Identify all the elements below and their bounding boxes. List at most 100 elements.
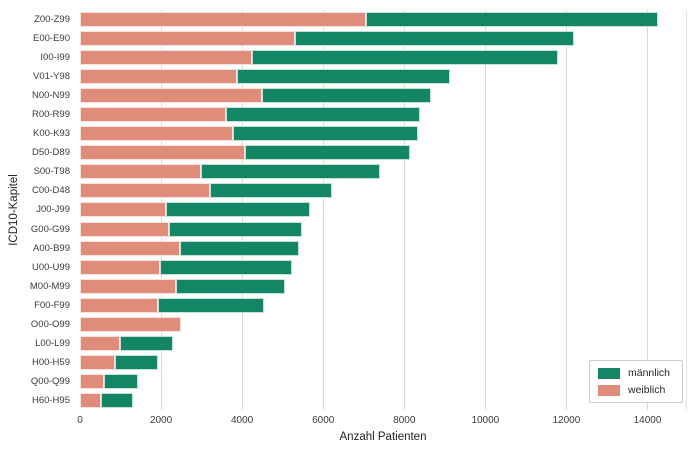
bar-segment-weiblich-L00-L99 bbox=[80, 335, 121, 351]
y-tick-label-J00-J99: J00-J99 bbox=[36, 204, 70, 216]
bar-segment-weiblich-U00-U99 bbox=[80, 259, 161, 275]
bar-segment-weiblich-D50-D89 bbox=[80, 145, 245, 161]
plot-area bbox=[80, 10, 687, 410]
y-tick-label-M00-M99: M00-M99 bbox=[29, 280, 70, 292]
bar-segment-männlich-I00-I99 bbox=[251, 50, 558, 66]
bar-row-E00-E90 bbox=[80, 29, 686, 48]
bar-segment-weiblich-G00-G99 bbox=[80, 221, 169, 237]
bar-row-G00-G99 bbox=[80, 220, 686, 239]
legend-swatch-weiblich-icon bbox=[598, 384, 620, 396]
bar-D50-D89 bbox=[80, 145, 410, 161]
bar-row-Q00-Q99 bbox=[80, 372, 686, 391]
bar-M00-M99 bbox=[80, 278, 286, 294]
bar-segment-weiblich-A00-B99 bbox=[80, 240, 180, 256]
legend-item-maennlich: männlich bbox=[598, 367, 674, 379]
bar-segment-männlich-C00-D48 bbox=[210, 183, 332, 199]
bar-row-K00-K93 bbox=[80, 124, 686, 143]
bar-segment-männlich-L00-L99 bbox=[120, 335, 174, 351]
gridline-12000 bbox=[566, 10, 568, 410]
bar-K00-K93 bbox=[80, 126, 418, 142]
x-axis-label: Anzahl Patienten bbox=[339, 431, 427, 443]
bar-row-S00-T98 bbox=[80, 162, 686, 181]
x-tick-label-2000: 2000 bbox=[149, 415, 173, 426]
y-tick-label-D50-D89: D50-D89 bbox=[31, 147, 70, 159]
x-tick-label-6000: 6000 bbox=[312, 415, 335, 426]
bar-segment-männlich-V01-Y98 bbox=[236, 69, 451, 85]
y-tick-label-O00-O99: O00-O99 bbox=[30, 318, 70, 330]
bar-segment-weiblich-K00-K93 bbox=[80, 126, 234, 142]
gridline-14000 bbox=[647, 10, 649, 410]
bar-E00-E90 bbox=[80, 31, 574, 47]
bar-segment-weiblich-H00-H59 bbox=[80, 354, 115, 370]
bar-segment-männlich-E00-E90 bbox=[295, 31, 574, 47]
bar-segment-weiblich-Z00-Z99 bbox=[80, 12, 367, 28]
bar-segment-weiblich-N00-N99 bbox=[80, 88, 262, 104]
bar-row-H00-H59 bbox=[80, 353, 686, 372]
x-tick-label-8000: 8000 bbox=[393, 415, 416, 426]
bar-row-M00-M99 bbox=[80, 277, 686, 296]
bar-segment-männlich-H60-H95 bbox=[101, 392, 133, 408]
y-tick-label-F00-F99: F00-F99 bbox=[34, 299, 70, 311]
bar-row-O00-O99 bbox=[80, 315, 686, 334]
y-tick-label-H60-H95: H60-H95 bbox=[31, 394, 70, 406]
bar-row-C00-D48 bbox=[80, 181, 686, 200]
bar-R00-R99 bbox=[80, 107, 420, 123]
legend-swatch-maennlich-icon bbox=[598, 367, 620, 379]
bar-row-H60-H95 bbox=[80, 391, 686, 410]
bar-segment-weiblich-O00-O99 bbox=[80, 316, 182, 332]
y-tick-labels: Z00-Z99 E00-E90 I00-I99 V01-Y98 N00-N99 R00-R… bbox=[0, 10, 76, 410]
legend-label-weiblich: weiblich bbox=[628, 384, 666, 396]
x-tick-label-12000: 12000 bbox=[552, 415, 581, 426]
y-tick-label-R00-R99: R00-R99 bbox=[31, 109, 70, 121]
bar-O00-O99 bbox=[80, 316, 182, 332]
bar-row-U00-U99 bbox=[80, 258, 686, 277]
x-tick-label-10000: 10000 bbox=[471, 415, 500, 426]
bar-segment-männlich-M00-M99 bbox=[176, 278, 286, 294]
bar-C00-D48 bbox=[80, 183, 332, 199]
x-tick-label-0: 0 bbox=[77, 415, 83, 426]
x-tick-label-14000: 14000 bbox=[633, 415, 662, 426]
bar-segment-weiblich-C00-D48 bbox=[80, 183, 211, 199]
bar-row-L00-L99 bbox=[80, 334, 686, 353]
bar-segment-weiblich-F00-F99 bbox=[80, 297, 158, 313]
bar-segment-männlich-N00-N99 bbox=[262, 88, 432, 104]
bar-segment-männlich-Q00-Q99 bbox=[104, 373, 139, 389]
bar-segment-männlich-S00-T98 bbox=[201, 164, 380, 180]
bar-row-D50-D89 bbox=[80, 143, 686, 162]
x-tick-label-4000: 4000 bbox=[231, 415, 254, 426]
bar-row-Z00-Z99 bbox=[80, 10, 686, 29]
legend: männlich weiblich bbox=[589, 360, 683, 403]
y-tick-label-I00-I99: I00-I99 bbox=[40, 52, 70, 64]
bar-A00-B99 bbox=[80, 240, 300, 256]
gridline-6000 bbox=[323, 10, 325, 410]
bar-segment-weiblich-E00-E90 bbox=[80, 31, 296, 47]
bar-segment-weiblich-M00-M99 bbox=[80, 278, 177, 294]
y-tick-label-Q00-Q99: Q00-Q99 bbox=[30, 375, 70, 387]
bar-row-R00-R99 bbox=[80, 105, 686, 124]
bar-segment-männlich-A00-B99 bbox=[179, 240, 300, 256]
legend-label-maennlich: männlich bbox=[628, 367, 671, 379]
bar-row-J00-J99 bbox=[80, 200, 686, 219]
bar-segment-männlich-J00-J99 bbox=[165, 202, 310, 218]
bar-segment-männlich-Z00-Z99 bbox=[366, 12, 659, 28]
bar-J00-J99 bbox=[80, 202, 310, 218]
bar-segment-männlich-R00-R99 bbox=[225, 107, 420, 123]
y-tick-label-H00-H59: H00-H59 bbox=[31, 356, 70, 368]
y-tick-label-S00-T98: S00-T98 bbox=[33, 166, 70, 178]
bar-row-F00-F99 bbox=[80, 296, 686, 315]
y-tick-label-U00-U99: U00-U99 bbox=[31, 261, 70, 273]
y-tick-label-C00-D48: C00-D48 bbox=[31, 185, 70, 197]
bar-S00-T98 bbox=[80, 164, 380, 180]
y-tick-label-N00-N99: N00-N99 bbox=[31, 90, 70, 102]
bar-H00-H59 bbox=[80, 354, 159, 370]
bar-segment-weiblich-J00-J99 bbox=[80, 202, 166, 218]
bar-row-N00-N99 bbox=[80, 86, 686, 105]
bar-segment-männlich-K00-K93 bbox=[233, 126, 418, 142]
bar-L00-L99 bbox=[80, 335, 174, 351]
gridline-10000 bbox=[485, 10, 487, 410]
legend-item-weiblich: weiblich bbox=[598, 384, 674, 396]
y-tick-label-L00-L99: L00-L99 bbox=[35, 337, 70, 349]
bar-Q00-Q99 bbox=[80, 373, 139, 389]
bar-segment-weiblich-H60-H95 bbox=[80, 392, 102, 408]
